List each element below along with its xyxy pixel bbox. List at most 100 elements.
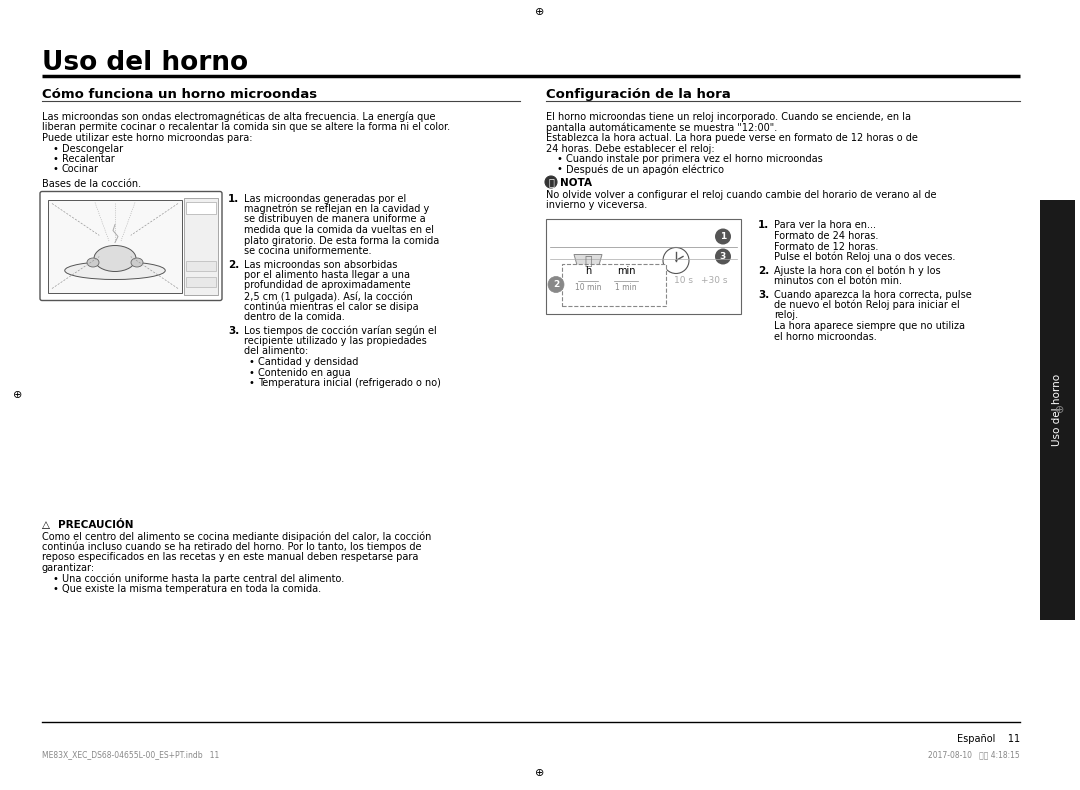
Text: Descongelar: Descongelar <box>62 144 123 153</box>
Text: invierno y viceversa.: invierno y viceversa. <box>546 200 647 210</box>
Text: Español    11: Español 11 <box>957 734 1020 744</box>
Ellipse shape <box>94 246 136 272</box>
Text: 1: 1 <box>720 232 726 241</box>
Text: NOTA: NOTA <box>561 178 592 188</box>
Text: ⊕: ⊕ <box>1055 405 1065 415</box>
Circle shape <box>548 276 564 292</box>
Text: magnetrón se reflejan en la cavidad y: magnetrón se reflejan en la cavidad y <box>244 204 429 215</box>
Text: △: △ <box>42 520 50 530</box>
Text: Cuando aparezca la hora correcta, pulse: Cuando aparezca la hora correcta, pulse <box>774 289 972 299</box>
Text: 10 min: 10 min <box>575 284 602 292</box>
Text: Como el centro del alimento se cocina mediante disipación del calor, la cocción: Como el centro del alimento se cocina me… <box>42 532 431 542</box>
Text: Las microondas son absorbidas: Las microondas son absorbidas <box>244 259 397 269</box>
Bar <box>186 201 216 213</box>
Text: Temperatura inicial (refrigerado o no): Temperatura inicial (refrigerado o no) <box>258 378 441 388</box>
Text: plato giratorio. De esta forma la comida: plato giratorio. De esta forma la comida <box>244 235 440 246</box>
Text: profundidad de aproximadamente: profundidad de aproximadamente <box>244 280 410 291</box>
Text: •: • <box>52 144 58 153</box>
Text: liberan permite cocinar o recalentar la comida sin que se altere la forma ni el : liberan permite cocinar o recalentar la … <box>42 122 450 133</box>
Text: Uso del horno: Uso del horno <box>1052 374 1062 446</box>
Text: continúa incluso cuando se ha retirado del horno. Por lo tanto, los tiempos de: continúa incluso cuando se ha retirado d… <box>42 542 421 552</box>
Text: Formato de 24 horas.: Formato de 24 horas. <box>774 231 878 241</box>
Text: Cómo funciona un horno microondas: Cómo funciona un horno microondas <box>42 88 318 101</box>
Text: Las microondas generadas por el: Las microondas generadas por el <box>244 194 406 204</box>
Text: 📋: 📋 <box>548 177 554 187</box>
Text: Configuración de la hora: Configuración de la hora <box>546 88 731 101</box>
Text: 1.: 1. <box>758 220 769 231</box>
Text: Establezca la hora actual. La hora puede verse en formato de 12 horas o de: Establezca la hora actual. La hora puede… <box>546 133 918 143</box>
Text: recipiente utilizado y las propiedades: recipiente utilizado y las propiedades <box>244 336 427 346</box>
Text: •: • <box>52 164 58 175</box>
Text: •: • <box>248 367 254 378</box>
Text: Las microondas son ondas electromagnéticas de alta frecuencia. La energía que: Las microondas son ondas electromagnétic… <box>42 112 435 122</box>
Text: +30 s: +30 s <box>701 276 728 285</box>
Text: del alimento:: del alimento: <box>244 347 308 356</box>
Text: •: • <box>52 154 58 164</box>
Ellipse shape <box>65 261 165 280</box>
Text: Después de un apagón eléctrico: Después de un apagón eléctrico <box>566 164 724 175</box>
Text: PRECAUCIÓN: PRECAUCIÓN <box>58 520 134 530</box>
Text: el horno microondas.: el horno microondas. <box>774 332 877 341</box>
Circle shape <box>715 249 731 265</box>
Text: medida que la comida da vueltas en el: medida que la comida da vueltas en el <box>244 225 434 235</box>
Ellipse shape <box>87 258 99 267</box>
Text: •: • <box>52 574 58 584</box>
Text: Cuando instale por primera vez el horno microondas: Cuando instale por primera vez el horno … <box>566 154 823 164</box>
FancyBboxPatch shape <box>40 191 222 300</box>
Text: Contenido en agua: Contenido en agua <box>258 367 351 378</box>
Text: 2.: 2. <box>228 259 240 269</box>
Text: Una cocción uniforme hasta la parte central del alimento.: Una cocción uniforme hasta la parte cent… <box>62 574 345 584</box>
Text: 2: 2 <box>553 280 559 289</box>
Text: 1.: 1. <box>228 194 240 204</box>
Text: La hora aparece siempre que no utiliza: La hora aparece siempre que no utiliza <box>774 321 966 331</box>
Text: reloj.: reloj. <box>774 310 798 321</box>
Circle shape <box>545 176 557 188</box>
Circle shape <box>715 228 731 244</box>
Text: Cantidad y densidad: Cantidad y densidad <box>258 357 359 367</box>
Text: 1 min: 1 min <box>616 284 637 292</box>
Text: se cocina uniformemente.: se cocina uniformemente. <box>244 246 372 256</box>
Polygon shape <box>573 254 602 269</box>
Bar <box>1040 200 1075 620</box>
Text: •: • <box>248 378 254 388</box>
Text: 3.: 3. <box>228 325 240 336</box>
Text: Ajuste la hora con el botón h y los: Ajuste la hora con el botón h y los <box>774 265 941 276</box>
Text: •: • <box>556 154 562 164</box>
Text: continúa mientras el calor se disipa: continúa mientras el calor se disipa <box>244 302 419 312</box>
Text: 10 s: 10 s <box>674 276 693 285</box>
Bar <box>184 198 218 295</box>
Text: No olvide volver a configurar el reloj cuando cambie del horario de verano al de: No olvide volver a configurar el reloj c… <box>546 190 936 200</box>
Text: de nuevo el botón Reloj para iniciar el: de nuevo el botón Reloj para iniciar el <box>774 300 960 310</box>
Text: Formato de 12 horas.: Formato de 12 horas. <box>774 242 878 251</box>
Text: El horno microondas tiene un reloj incorporado. Cuando se enciende, en la: El horno microondas tiene un reloj incor… <box>546 112 912 122</box>
Text: reposo especificados en las recetas y en este manual deben respetarse para: reposo especificados en las recetas y en… <box>42 552 418 562</box>
Text: 3: 3 <box>720 252 726 261</box>
Text: ⊕: ⊕ <box>536 7 544 17</box>
Text: Uso del horno: Uso del horno <box>42 50 248 76</box>
Text: se distribuyen de manera uniforme a: se distribuyen de manera uniforme a <box>244 215 426 224</box>
Text: Pulse el botón Reloj una o dos veces.: Pulse el botón Reloj una o dos veces. <box>774 252 956 262</box>
Text: Para ver la hora en...: Para ver la hora en... <box>774 220 876 231</box>
Text: minutos con el botón min.: minutos con el botón min. <box>774 276 902 286</box>
Text: 2,5 cm (1 pulgada). Así, la cocción: 2,5 cm (1 pulgada). Así, la cocción <box>244 291 413 302</box>
Text: •: • <box>248 357 254 367</box>
Text: min: min <box>617 265 635 276</box>
Text: ⊕: ⊕ <box>536 768 544 778</box>
Text: Los tiempos de cocción varían según el: Los tiempos de cocción varían según el <box>244 325 436 336</box>
Text: h: h <box>585 265 591 276</box>
Text: por el alimento hasta llegar a una: por el alimento hasta llegar a una <box>244 270 410 280</box>
Text: 3.: 3. <box>758 289 769 299</box>
Circle shape <box>663 247 689 273</box>
Text: ⏰: ⏰ <box>584 255 592 268</box>
Text: Que existe la misma temperatura en toda la comida.: Que existe la misma temperatura en toda … <box>62 584 321 594</box>
Bar <box>186 276 216 287</box>
Text: 2.: 2. <box>758 265 769 276</box>
Text: •: • <box>52 584 58 594</box>
Bar <box>186 261 216 270</box>
Text: Bases de la cocción.: Bases de la cocción. <box>42 179 141 189</box>
Bar <box>48 200 183 292</box>
Text: 24 horas. Debe establecer el reloj:: 24 horas. Debe establecer el reloj: <box>546 144 715 153</box>
Text: pantalla automáticamente se muestra "12:00".: pantalla automáticamente se muestra "12:… <box>546 122 778 133</box>
Text: Puede utilizar este horno microondas para:: Puede utilizar este horno microondas par… <box>42 133 253 143</box>
Bar <box>546 219 741 314</box>
